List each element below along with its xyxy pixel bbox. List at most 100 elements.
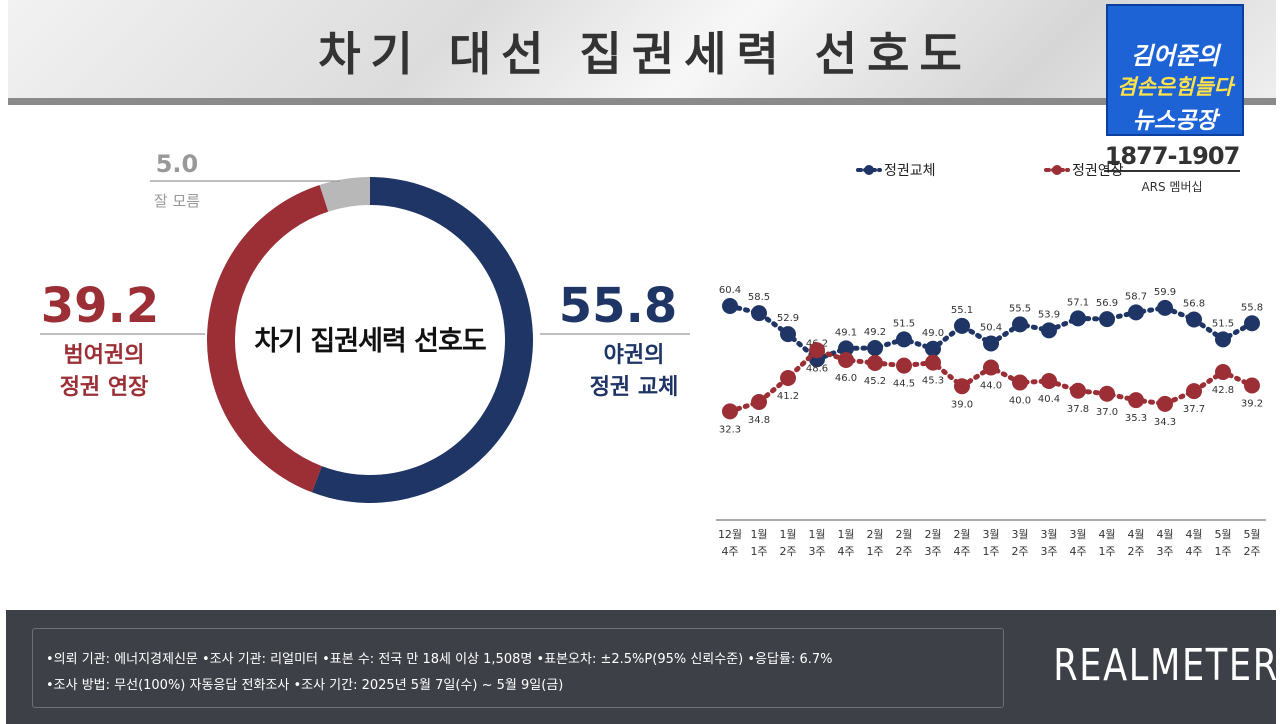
x-tick-label-month: 1월 — [779, 528, 796, 541]
legend-label: 정권교체 — [884, 163, 936, 179]
x-tick-label-week: 2주 — [1011, 545, 1028, 558]
data-point — [1157, 299, 1173, 316]
legend-marker-dot — [1052, 165, 1062, 175]
data-point — [838, 352, 854, 368]
data-label: 50.4 — [980, 323, 1002, 334]
x-tick-label-week: 1주 — [750, 545, 767, 558]
data-point — [1041, 322, 1057, 339]
data-point — [1099, 385, 1115, 402]
ars-membership-label: ARS 멤버십 — [1141, 180, 1203, 194]
x-tick-label-week: 1주 — [866, 545, 883, 558]
survey-info-line-1: •의뢰 기관: 에너지경제신문 •조사 기관: 리얼미터 •표본 수: 전국 만… — [46, 652, 833, 667]
data-label: 45.3 — [922, 376, 944, 387]
x-tick-label-week: 1주 — [1214, 545, 1231, 558]
data-label: 45.2 — [864, 376, 886, 387]
data-point — [751, 394, 767, 410]
data-point — [1244, 315, 1260, 332]
data-label: 39.2 — [1241, 399, 1263, 410]
data-label: 40.0 — [1009, 396, 1031, 407]
x-tick-label-month: 2월 — [866, 528, 883, 541]
x-tick-label-month: 1월 — [837, 528, 854, 541]
data-label: 42.8 — [1212, 385, 1234, 396]
data-point — [1070, 382, 1086, 399]
data-label: 37.7 — [1183, 404, 1205, 415]
survey-info-line-2: •조사 방법: 무선(100%) 자동응답 전화조사 •조사 기간: 2025년… — [46, 678, 564, 693]
data-label: 57.1 — [1067, 297, 1089, 308]
data-label: 49.2 — [864, 327, 886, 338]
ruling-label-line1: 범여권의 — [64, 343, 145, 368]
x-tick-label-month: 1월 — [750, 528, 767, 541]
x-tick-label-month: 3월 — [982, 528, 999, 541]
x-tick-label-month: 2월 — [953, 528, 970, 541]
x-tick-label-month: 5월 — [1243, 528, 1260, 541]
x-tick-label-week: 1주 — [1098, 545, 1115, 558]
x-tick-label-month: 12월 — [718, 528, 742, 541]
data-label: 60.4 — [719, 285, 741, 296]
data-point — [954, 378, 970, 395]
x-tick-label-month: 5월 — [1214, 528, 1231, 541]
data-label: 39.0 — [951, 399, 973, 410]
data-point — [838, 340, 854, 357]
data-point — [954, 317, 970, 334]
data-label: 58.7 — [1125, 291, 1147, 302]
data-label: 48.6 — [806, 363, 828, 374]
donut-slice — [311, 177, 534, 503]
data-label: 35.3 — [1125, 413, 1147, 424]
x-tick-label-week: 3주 — [924, 545, 941, 558]
data-label: 32.3 — [719, 424, 741, 435]
data-label: 56.9 — [1096, 298, 1118, 309]
data-point — [1012, 374, 1028, 391]
data-label: 53.9 — [1038, 309, 1060, 320]
show-logo-badge: 김어준의 겸손은힘들다 뉴스공장 — [1106, 4, 1244, 136]
data-point — [1186, 383, 1202, 400]
data-label: 44.0 — [980, 381, 1002, 392]
data-label: 52.9 — [777, 313, 799, 324]
data-point — [1157, 395, 1173, 412]
data-label: 49.1 — [835, 327, 857, 338]
x-tick-label-month: 3월 — [1069, 528, 1086, 541]
x-tick-label-week: 1주 — [982, 545, 999, 558]
header-banner — [8, 0, 1276, 100]
x-tick-label-month: 4월 — [1127, 528, 1144, 541]
data-point — [1012, 316, 1028, 333]
legend-marker-dot — [864, 165, 874, 175]
phone-number: 1877-1907 — [1104, 142, 1240, 172]
data-point — [1070, 310, 1086, 327]
x-tick-label-week: 4주 — [837, 545, 854, 558]
data-point — [1215, 331, 1231, 348]
x-tick-label-month: 4월 — [1156, 528, 1173, 541]
x-tick-label-month: 4월 — [1098, 528, 1115, 541]
data-point — [867, 340, 883, 356]
data-point — [809, 342, 825, 359]
x-tick-label-month: 4월 — [1185, 528, 1202, 541]
x-tick-label-week: 3주 — [808, 545, 825, 558]
logo-line-3: 뉴스공장 — [1132, 108, 1218, 134]
data-label: 55.8 — [1241, 302, 1263, 313]
data-point — [896, 357, 912, 374]
unknown-label: 잘 모름 — [154, 192, 200, 210]
data-label: 55.5 — [1009, 303, 1031, 314]
donut-center-label: 차기 집권세력 선호도 — [254, 326, 486, 357]
opposition-value-label: 55.8 — [559, 278, 677, 334]
data-label: 34.8 — [748, 415, 770, 426]
logo-line-1: 김어준의 — [1130, 42, 1220, 70]
data-label: 56.8 — [1183, 299, 1205, 310]
page-title: 차기 대선 집권세력 선호도 — [318, 27, 972, 81]
data-point — [983, 359, 999, 376]
ruling-value-label: 39.2 — [41, 278, 159, 334]
data-point — [722, 403, 738, 420]
x-tick-label-month: 2월 — [895, 528, 912, 541]
data-label: 46.0 — [835, 373, 857, 384]
data-label: 37.0 — [1096, 407, 1118, 418]
x-tick-label-month: 2월 — [924, 528, 941, 541]
x-tick-label-week: 2주 — [1243, 545, 1260, 558]
unknown-value-label: 5.0 — [156, 150, 199, 178]
data-point — [751, 305, 767, 322]
x-tick-label-week: 3주 — [1040, 545, 1057, 558]
data-point — [896, 331, 912, 348]
data-point — [1215, 364, 1231, 380]
data-point — [1186, 311, 1202, 328]
data-label: 49.0 — [922, 328, 944, 339]
logo-line-2: 겸손은힘들다 — [1117, 75, 1233, 99]
